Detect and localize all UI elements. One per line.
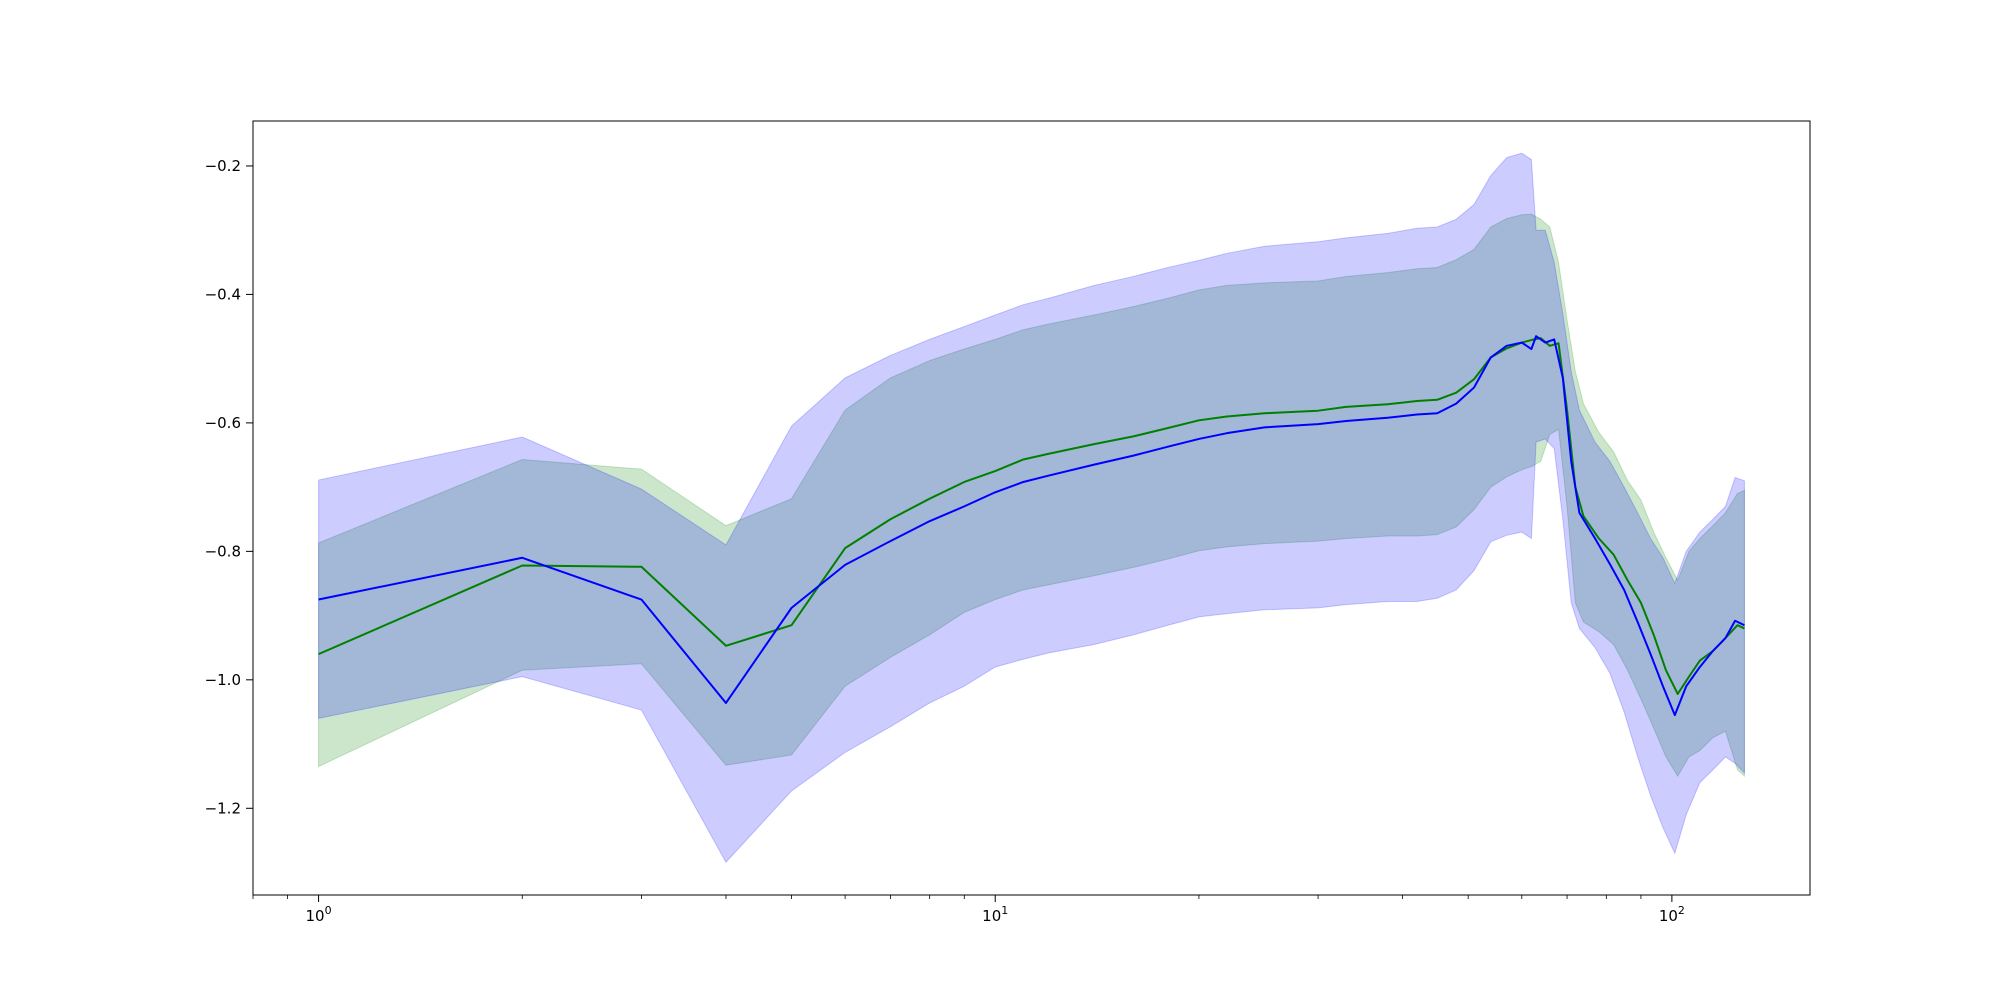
x-tick-label: 101 [982, 904, 1008, 925]
series-2-line [318, 335, 1745, 717]
confidence-bands [318, 152, 1745, 864]
y-tick-label: −1.0 [205, 671, 241, 689]
series-2-band [318, 152, 1745, 864]
series-1-line [318, 337, 1745, 695]
y-axis: −0.2 −0.4 −0.6 −0.8 −1.0 −1.2 [205, 157, 253, 817]
x-tick-label: 102 [1659, 904, 1685, 925]
y-tick-label: −0.6 [205, 414, 241, 432]
y-tick-label: −0.8 [205, 542, 241, 560]
series-lines [318, 335, 1745, 717]
y-tick-label: −0.2 [205, 157, 241, 175]
x-axis: 100 101 102 [252, 895, 1685, 925]
plot-frame [252, 120, 1811, 896]
y-tick-label: −1.2 [205, 799, 241, 817]
x-tick-label: 100 [306, 904, 332, 925]
y-tick-label: −0.4 [205, 285, 241, 303]
series-1-band [318, 213, 1745, 778]
